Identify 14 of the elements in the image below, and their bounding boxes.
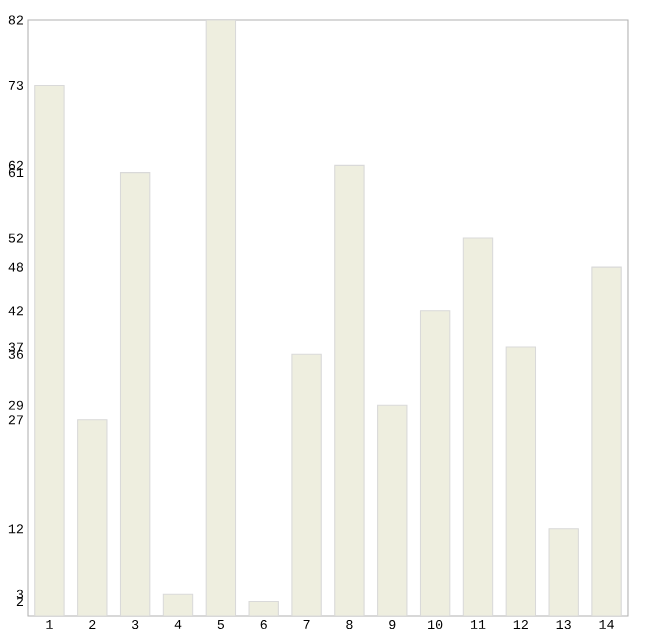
bar	[77, 419, 108, 616]
bar	[162, 593, 194, 616]
bar	[34, 84, 65, 616]
bar	[591, 266, 622, 616]
bar	[419, 310, 451, 616]
bar	[205, 20, 237, 616]
bar	[548, 528, 579, 616]
bar	[334, 164, 365, 616]
bar	[377, 404, 408, 616]
bar	[462, 237, 494, 616]
bar	[505, 346, 537, 616]
bar	[248, 600, 279, 616]
bar	[291, 353, 322, 616]
bar	[119, 172, 151, 616]
